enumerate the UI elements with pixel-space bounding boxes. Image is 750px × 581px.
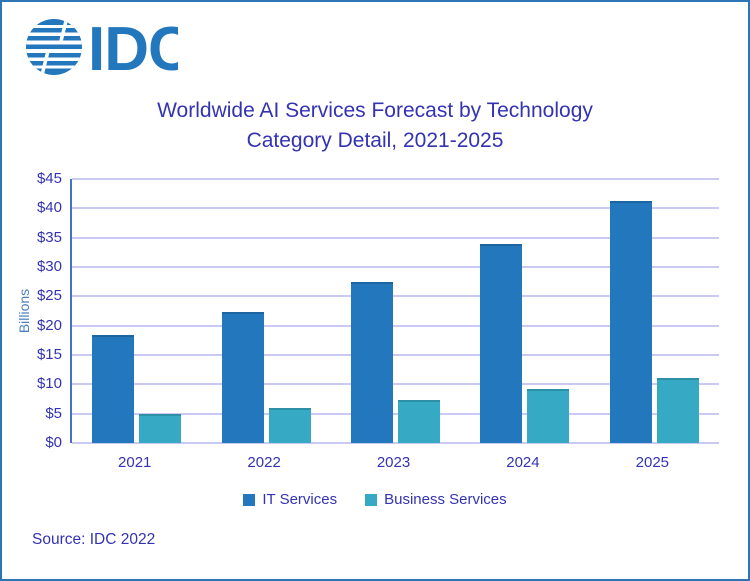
y-tick-label: $0 [45, 434, 62, 451]
bar-group-2021 [72, 179, 201, 443]
y-tick-label: $20 [36, 316, 62, 334]
gridline [72, 412, 719, 415]
idc-globe-icon [26, 19, 82, 75]
chart-title-line-1: Worldwide AI Services Forecast by Techno… [157, 99, 593, 122]
x-axis-labels: 2021 2022 2023 2024 2025 [70, 454, 717, 471]
y-tick-label: $45 [36, 170, 62, 187]
gridline [72, 442, 719, 444]
idc-logo-text: IDC [88, 18, 178, 76]
x-tick-label-2021: 2021 [118, 454, 152, 471]
legend-swatch-icon [365, 493, 378, 506]
bar-it-services-2023 [351, 281, 394, 443]
bar-it-services-2022 [221, 311, 264, 443]
bar-group-2022 [201, 179, 330, 443]
bars-container [72, 179, 719, 443]
legend-label: IT Services [262, 491, 338, 508]
legend-label: Business Services [384, 491, 507, 508]
plot-area [70, 178, 719, 444]
bar-business-services-2021 [139, 414, 182, 443]
bar-it-services-2025 [609, 200, 652, 443]
gridline [72, 236, 719, 239]
gridline [72, 207, 719, 210]
gridline [72, 383, 719, 386]
y-axis-ticks: $0 $5 $10 $15 $20 $25 $30 $35 $40 $45 [2, 170, 62, 451]
bar-business-services-2023 [398, 400, 441, 443]
gridline [72, 354, 719, 356]
bar-it-services-2024 [480, 244, 523, 443]
gridline [72, 295, 719, 298]
source-note: Source: IDC 2022 [32, 531, 156, 548]
legend-item-it-services: IT Services [243, 491, 337, 508]
legend: IT Services Business Services [2, 491, 748, 508]
idc-logo: IDC [26, 15, 193, 84]
bar-business-services-2025 [656, 377, 699, 443]
y-tick-label: $15 [36, 346, 62, 363]
x-tick-label-2022: 2022 [247, 454, 281, 471]
bar-business-services-2024 [527, 389, 570, 443]
x-tick-label-2023: 2023 [376, 454, 411, 471]
chart-title: Worldwide AI Services Forecast by Techno… [2, 96, 748, 156]
chart-title-line-2: Category Detail, 2021-2025 [246, 129, 504, 152]
bar-business-services-2022 [268, 407, 311, 443]
bar-group-2023 [331, 179, 460, 443]
y-tick-label: $25 [36, 287, 62, 305]
bar-it-services-2021 [92, 335, 135, 443]
gridline [72, 324, 719, 327]
y-tick-label: $35 [36, 228, 62, 246]
idc-logo-graphic: IDC [26, 15, 193, 84]
bar-group-2025 [590, 179, 719, 443]
y-tick-label: $10 [36, 375, 62, 393]
x-tick-label-2025: 2025 [635, 454, 670, 471]
y-tick-label: $30 [36, 258, 62, 275]
bar-group-2024 [460, 179, 589, 443]
legend-item-business-services: Business Services [365, 491, 507, 508]
gridline [72, 266, 719, 268]
legend-swatch-icon [243, 493, 256, 506]
x-tick-label-2024: 2024 [506, 454, 540, 471]
gridline [72, 178, 719, 180]
y-tick-label: $40 [36, 199, 62, 217]
y-tick-label: $5 [45, 404, 62, 422]
